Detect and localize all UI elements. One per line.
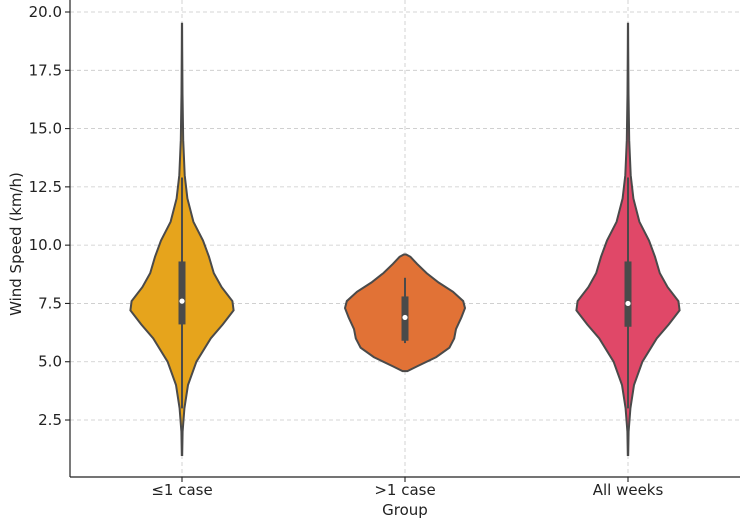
- y-tick-label: 15.0: [29, 120, 62, 138]
- violin-iqr-box: [178, 261, 186, 325]
- y-tick-label: 17.5: [29, 61, 62, 79]
- y-tick-label: 2.5: [38, 411, 62, 429]
- violin-median-marker: [625, 300, 631, 307]
- y-tick-label: 10.0: [29, 236, 62, 254]
- y-tick-label: 7.5: [38, 294, 62, 312]
- violin-median-marker: [179, 298, 185, 304]
- y-tick-label: 20.0: [29, 3, 62, 21]
- y-axis-title: Wind Speed (km/h): [7, 172, 25, 316]
- y-tick-label: 5.0: [38, 353, 62, 371]
- x-axis-title: Group: [382, 501, 428, 519]
- x-ticks: ≤1 case >1 case All weeks: [151, 477, 663, 499]
- x-tick-label: All weeks: [593, 481, 664, 499]
- y-ticks: 2.5 5.0 7.5 10.0 12.5 15.0 17.5 20.0: [29, 3, 70, 429]
- y-tick-label: 12.5: [29, 178, 62, 196]
- violins: [129, 22, 681, 456]
- violin-median-marker: [402, 314, 408, 321]
- x-tick-label: >1 case: [374, 481, 435, 499]
- violin-group: [343, 253, 467, 373]
- violin-group: [129, 22, 235, 456]
- violin-group: [575, 22, 681, 456]
- violin-iqr-box: [624, 261, 632, 327]
- x-tick-label: ≤1 case: [151, 481, 212, 499]
